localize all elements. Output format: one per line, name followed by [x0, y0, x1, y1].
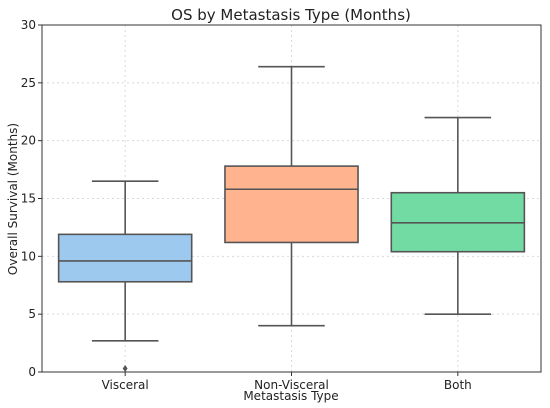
box-visceral: [57, 180, 193, 373]
y-tick-label: 25: [21, 76, 36, 90]
y-tick-label: 5: [28, 307, 36, 321]
x-tick-label: Visceral: [102, 378, 149, 392]
tick-layer: 0 5 10 15 20 25 30 Visceral Non-Visceral Both: [21, 18, 472, 392]
iqr-box: [224, 165, 359, 244]
x-tick-label: Both: [444, 378, 472, 392]
iqr-box: [57, 233, 193, 283]
x-axis-label: Metastasis Type: [243, 389, 338, 403]
y-tick-label: 10: [21, 249, 36, 263]
y-tick-label: 15: [21, 192, 36, 206]
x-tick-label: Non-Visceral: [254, 378, 329, 392]
chart-title: OS by Metastasis Type (Months): [171, 6, 411, 24]
y-tick-label: 30: [21, 18, 36, 32]
box-non-visceral: [224, 65, 359, 327]
box-both: [390, 116, 526, 315]
y-axis-label: Overall Survival (Months): [6, 123, 20, 275]
box-layer: [57, 65, 526, 373]
outlier-point: [122, 365, 128, 373]
y-tick-label: 20: [21, 134, 36, 148]
y-tick-label: 0: [28, 365, 36, 379]
